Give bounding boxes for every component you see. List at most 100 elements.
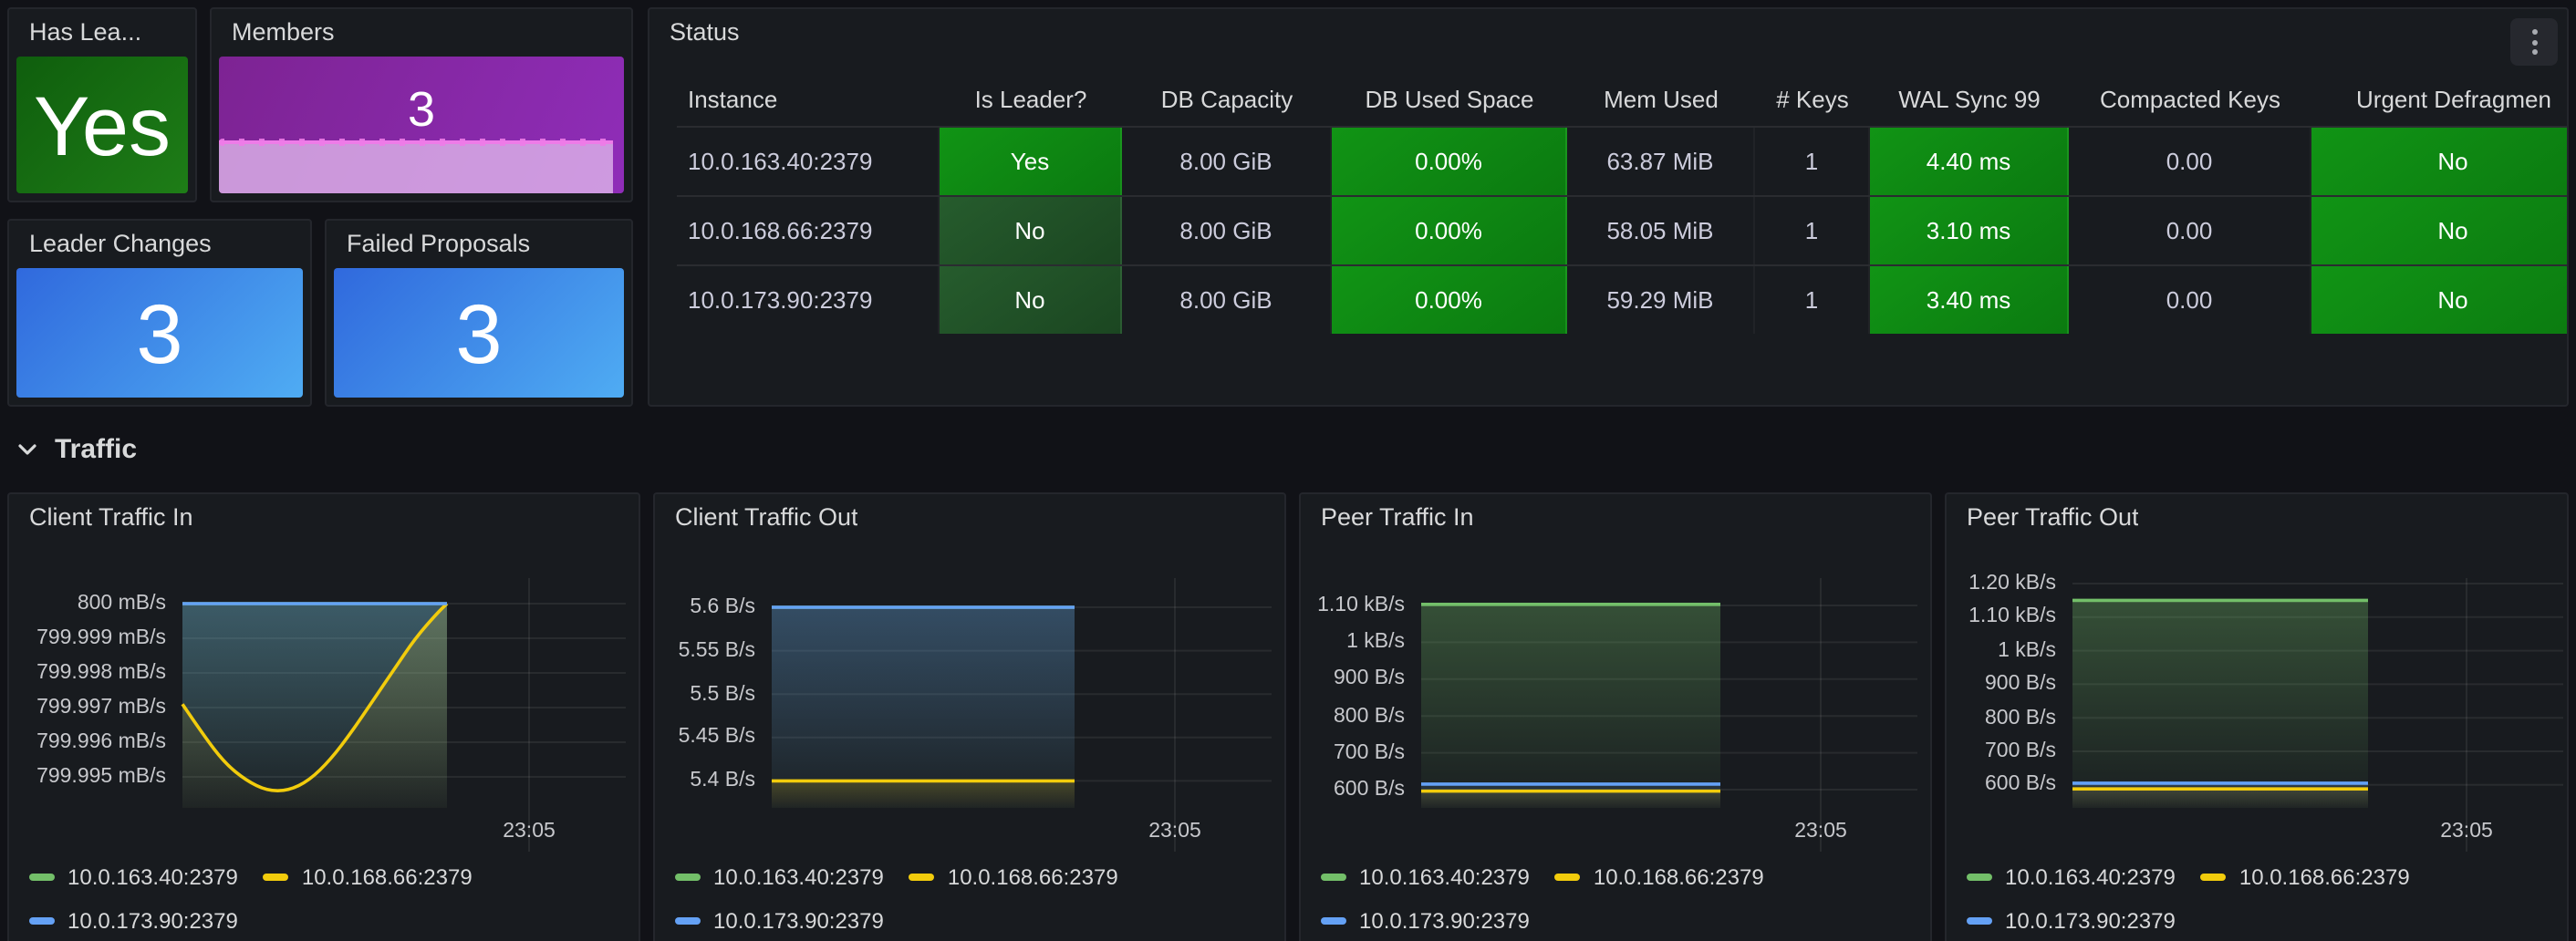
column-header[interactable]: Urgent Defragmen — [2356, 86, 2551, 113]
chart-legend: 10.0.163.40:2379 10.0.168.66:2379 10.0.173… — [1321, 859, 1919, 937]
table-body: 10.0.163.40:2379 Yes 8.00 GiB 0.00% 63.87 Mi… — [677, 126, 2567, 334]
legend-item[interactable]: 10.0.163.40:2379 — [1967, 859, 2176, 894]
section-title: Traffic — [55, 433, 138, 464]
time-series-plot — [2072, 578, 2563, 852]
column-header[interactable]: Instance — [688, 86, 778, 113]
stat-value-area: 3 — [16, 268, 303, 398]
legend-series-color-icon — [675, 873, 701, 880]
panel-failed-proposals: Failed Proposals 3 — [325, 219, 633, 407]
panel-peer-traffic-out: Peer Traffic Out 23:05 10.0.163.40:2379 1… — [1945, 492, 2569, 941]
table-cell-keys: 1 — [1755, 128, 1870, 195]
legend-item[interactable]: 10.0.163.40:2379 — [675, 859, 884, 894]
table-cell-defrag: No — [2311, 128, 2567, 195]
legend-item[interactable]: 10.0.173.90:2379 — [29, 903, 238, 937]
column-header[interactable]: Compacted Keys — [2100, 86, 2280, 113]
legend-item[interactable]: 10.0.173.90:2379 — [1321, 903, 1530, 937]
chart-legend: 10.0.163.40:2379 10.0.168.66:2379 10.0.173… — [675, 859, 1273, 937]
legend-series-label: 10.0.173.90:2379 — [713, 907, 884, 933]
y-axis-tick-label: 799.997 mB/s — [36, 697, 166, 719]
series-line — [181, 602, 449, 792]
y-axis-tick-label: 5.6 B/s — [690, 596, 755, 618]
series-area-fill — [182, 604, 447, 808]
panel-title: Client Traffic Out — [675, 503, 858, 531]
table-cell-compacted: 0.00 — [2069, 266, 2311, 334]
stat-value-area: 3 — [219, 57, 624, 193]
y-axis-tick-label: 900 B/s — [1334, 667, 1405, 690]
legend-item[interactable]: 10.0.168.66:2379 — [1554, 859, 1764, 894]
y-axis-tick-label: 700 B/s — [1334, 741, 1405, 764]
column-header[interactable]: WAL Sync 99 — [1898, 86, 2041, 113]
table-cell-db_used: 0.00% — [1332, 266, 1567, 334]
y-axis-tick-label: 1.10 kB/s — [1968, 605, 2056, 628]
panel-title: Status — [670, 18, 740, 46]
table-cell-db_used: 0.00% — [1332, 128, 1567, 195]
legend-series-color-icon — [1321, 873, 1346, 880]
legend-series-label: 10.0.173.90:2379 — [68, 907, 238, 933]
chevron-down-icon — [18, 442, 36, 455]
panel-title: Client Traffic In — [29, 503, 193, 531]
table-cell-defrag: No — [2311, 266, 2567, 334]
legend-item[interactable]: 10.0.168.66:2379 — [2200, 859, 2410, 894]
legend-series-color-icon — [1321, 916, 1346, 924]
y-axis-tick-label: 600 B/s — [1334, 779, 1405, 801]
column-header[interactable]: DB Used Space — [1365, 86, 1534, 113]
table-header-row: Instance Is Leader? DB Capacity DB Used Spa… — [677, 75, 2567, 126]
y-axis-tick-label: 600 B/s — [1985, 773, 2056, 796]
table-row: 10.0.173.90:2379 No 8.00 GiB 0.00% 59.29 MiB… — [677, 264, 2567, 334]
legend-series-label: 10.0.163.40:2379 — [68, 863, 238, 889]
panel-menu-kebab-icon[interactable] — [2510, 18, 2558, 66]
x-axis-label: 23:05 — [503, 821, 556, 843]
legend-item[interactable]: 10.0.173.90:2379 — [675, 903, 884, 937]
section-traffic-toggle[interactable]: Traffic — [18, 427, 137, 470]
y-axis-tick-label: 800 B/s — [1334, 705, 1405, 728]
panel-title: Has Lea... — [29, 18, 142, 46]
y-axis-tick-label: 800 B/s — [1985, 707, 2056, 729]
panel-client-traffic-out: Client Traffic Out 23:05 10.0.163.40:237… — [653, 492, 1286, 941]
panel-members: Members 3 — [210, 7, 633, 202]
legend-item[interactable]: 10.0.168.66:2379 — [909, 859, 1118, 894]
legend-item[interactable]: 10.0.163.40:2379 — [1321, 859, 1530, 894]
series-area-fill — [2072, 600, 2368, 808]
table-cell-db_capacity: 8.00 GiB — [1122, 128, 1332, 195]
table-cell-db_capacity: 8.00 GiB — [1122, 266, 1332, 334]
legend-item[interactable]: 10.0.168.66:2379 — [263, 859, 473, 894]
y-axis-tick-label: 1 kB/s — [1998, 639, 2056, 662]
panel-title: Peer Traffic Out — [1967, 503, 2139, 531]
table-cell-is_leader: No — [940, 197, 1122, 264]
legend-item[interactable]: 10.0.163.40:2379 — [29, 859, 238, 894]
panel-title: Failed Proposals — [347, 230, 531, 257]
column-header[interactable]: Mem Used — [1604, 86, 1719, 113]
time-series-plot — [772, 578, 1272, 852]
leader-changes-value: 3 — [136, 285, 183, 380]
table-cell-instance: 10.0.173.90:2379 — [677, 266, 940, 334]
y-axis-tick-label: 799.998 mB/s — [36, 662, 166, 684]
y-axis-tick-label: 900 B/s — [1985, 673, 2056, 696]
failed-proposals-value: 3 — [455, 285, 503, 380]
chart-legend: 10.0.163.40:2379 10.0.168.66:2379 10.0.173… — [1967, 859, 2556, 937]
series-area-fill — [1421, 783, 1720, 808]
column-header[interactable]: Is Leader? — [974, 86, 1087, 113]
panel-has-leader: Has Lea... Yes — [7, 7, 197, 202]
legend-series-color-icon — [263, 873, 289, 880]
column-header[interactable]: DB Capacity — [1160, 86, 1293, 113]
table-cell-compacted: 0.00 — [2069, 128, 2311, 195]
table-cell-is_leader: No — [940, 266, 1122, 334]
table-cell-wal_sync: 3.10 ms — [1870, 197, 2069, 264]
stat-value-area: Yes — [16, 57, 188, 193]
legend-series-label: 10.0.173.90:2379 — [2005, 907, 2176, 933]
table-cell-defrag: No — [2311, 197, 2567, 264]
table-cell-db_used: 0.00% — [1332, 197, 1567, 264]
legend-item[interactable]: 10.0.173.90:2379 — [1967, 903, 2176, 937]
legend-series-color-icon — [1554, 873, 1581, 880]
panel-title: Members — [232, 18, 335, 46]
series-area-fill — [1421, 604, 1720, 808]
table-cell-is_leader: Yes — [940, 128, 1122, 195]
y-axis-tick-label: 799.995 mB/s — [36, 766, 166, 788]
has-leader-value: Yes — [33, 78, 171, 172]
panel-peer-traffic-in: Peer Traffic In 23:05 10.0.163.40:2379 10… — [1299, 492, 1932, 941]
column-header[interactable]: # Keys — [1776, 86, 1849, 113]
members-value: 3 — [407, 82, 436, 137]
panel-client-traffic-in: Client Traffic In 23:05 10.0.163.40:2379… — [7, 492, 640, 941]
panel-status: Status Instance Is Leader? DB Capacity DB U… — [648, 7, 2569, 407]
